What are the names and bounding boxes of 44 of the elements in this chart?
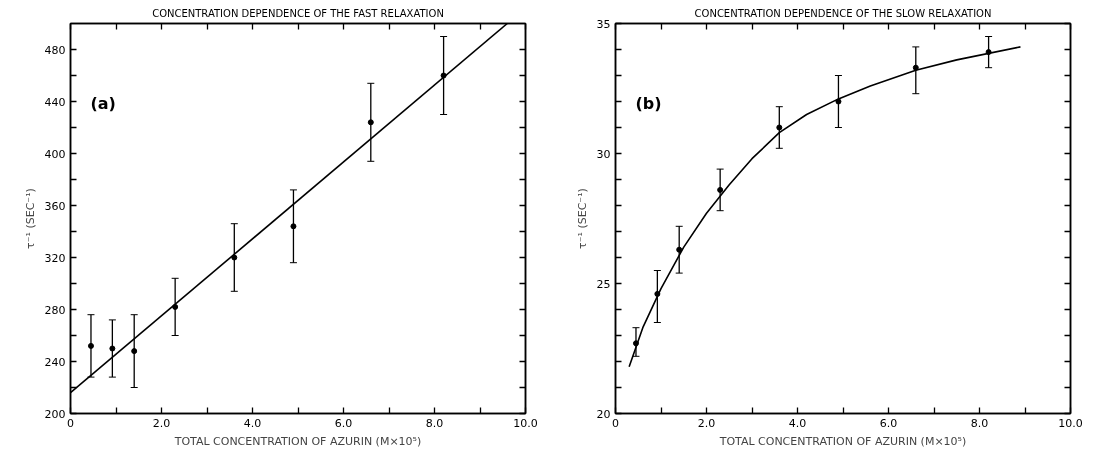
- annotation: (a): [90, 93, 116, 113]
- point: [367, 119, 374, 126]
- y-tick-label: 440: [44, 95, 66, 109]
- y-tick-label: 320: [44, 251, 66, 265]
- x-tick-label: 8.0: [970, 416, 989, 430]
- x-tick-label: 2.0: [152, 416, 171, 430]
- y-tick-label: 480: [44, 43, 66, 57]
- x-tick-label: 6.0: [334, 416, 353, 430]
- y-tick-label: 200: [44, 407, 66, 421]
- y-tick-label: 25: [596, 277, 611, 291]
- point: [835, 98, 842, 105]
- y-tick-label: 20: [596, 407, 611, 421]
- chart-title: CONCENTRATION DEPENDENCE OF THE FAST RELAXATION: [152, 7, 444, 19]
- point: [87, 342, 94, 349]
- x-axis-title: TOTAL CONCENTRATION OF AZURIN (M×10⁵): [173, 434, 422, 448]
- x-tick-label: 4.0: [243, 416, 262, 430]
- x-tick-label: 8.0: [425, 416, 444, 430]
- point: [109, 345, 116, 352]
- x-tick-label: 4.0: [788, 416, 807, 430]
- x-tick-label: 0: [67, 416, 74, 430]
- point: [912, 64, 919, 71]
- point: [131, 348, 138, 355]
- point: [440, 72, 447, 79]
- point: [776, 124, 783, 131]
- annotation: (b): [635, 93, 662, 113]
- y-tick-label: 280: [44, 303, 66, 317]
- y-tick-label: 360: [44, 199, 66, 213]
- y-tick-label: 35: [596, 17, 611, 31]
- point: [231, 254, 238, 261]
- point: [290, 223, 297, 230]
- y-tick-label: 400: [44, 147, 66, 161]
- y-tick-label: 240: [44, 355, 66, 369]
- chart-title: CONCENTRATION DEPENDENCE OF THE SLOW RELAXATION: [694, 7, 992, 19]
- point: [717, 186, 724, 193]
- x-tick-label: 0: [612, 416, 619, 430]
- y-axis-title: τ⁻¹ (SEC⁻¹): [23, 188, 37, 249]
- x-tick-label: 6.0: [879, 416, 898, 430]
- x-tick-label: 10.0: [513, 416, 538, 430]
- x-axis-title: TOTAL CONCENTRATION OF AZURIN (M×10⁵): [718, 434, 967, 448]
- point: [676, 246, 683, 253]
- y-axis-title: τ⁻¹ (SEC⁻¹): [575, 188, 589, 249]
- y-tick-label: 30: [596, 147, 611, 161]
- x-tick-label: 10.0: [1058, 416, 1083, 430]
- x-tick-label: 2.0: [697, 416, 716, 430]
